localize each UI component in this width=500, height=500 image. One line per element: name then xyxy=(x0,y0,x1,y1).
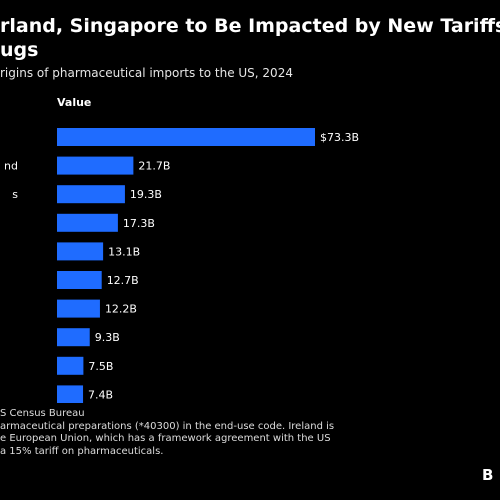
bar xyxy=(57,185,125,204)
bar xyxy=(57,356,84,375)
bar-value-label: 9.3B xyxy=(95,331,120,344)
bar xyxy=(57,128,315,146)
bar-value-label: 12.2B xyxy=(105,303,137,316)
chart-title: rland, Singapore to Be Impacted by New T… xyxy=(0,14,500,62)
chart-title-line1: rland, Singapore to Be Impacted by New T… xyxy=(0,15,500,37)
category-label: nd xyxy=(4,160,18,173)
note-line-3: a 15% tariff on pharmaceuticals. xyxy=(0,445,164,457)
bar-value-label: 19.3B xyxy=(130,188,162,201)
bar-value-label: 13.1B xyxy=(108,245,140,258)
chart-subtitle: rigins of pharmaceutical imports to the … xyxy=(0,66,293,80)
bar-value-label: 7.4B xyxy=(88,388,113,401)
bar xyxy=(57,299,100,318)
bar-value-label: $73.3B xyxy=(320,131,359,144)
bar xyxy=(57,385,84,403)
category-label: s xyxy=(12,188,18,201)
chart-footer: S Census Bureau armaceutical preparation… xyxy=(0,408,480,458)
bar xyxy=(57,213,118,232)
bloomberg-logo: B xyxy=(482,466,494,484)
bar-value-label: 12.7B xyxy=(107,274,139,287)
source-text: S Census Bureau xyxy=(0,408,85,419)
note-line-2: e European Union, which has a framework … xyxy=(0,433,331,444)
bar-chart: $73.3B nd 21.7B s 19.3B 17.3B 13.1B 12.7B 12.2B 9… xyxy=(4,128,359,403)
bar-value-label: 21.7B xyxy=(138,160,170,173)
bar xyxy=(57,242,104,261)
chart-title-line2: ugs xyxy=(0,39,39,61)
bar xyxy=(57,328,90,347)
bar xyxy=(57,156,134,175)
value-column-header: Value xyxy=(57,96,92,109)
bar-value-label: 7.5B xyxy=(88,360,113,373)
bar xyxy=(57,271,102,289)
note-line-1: armaceutical preparations (*40300) in th… xyxy=(0,420,335,432)
bar-value-label: 17.3B xyxy=(123,217,155,230)
